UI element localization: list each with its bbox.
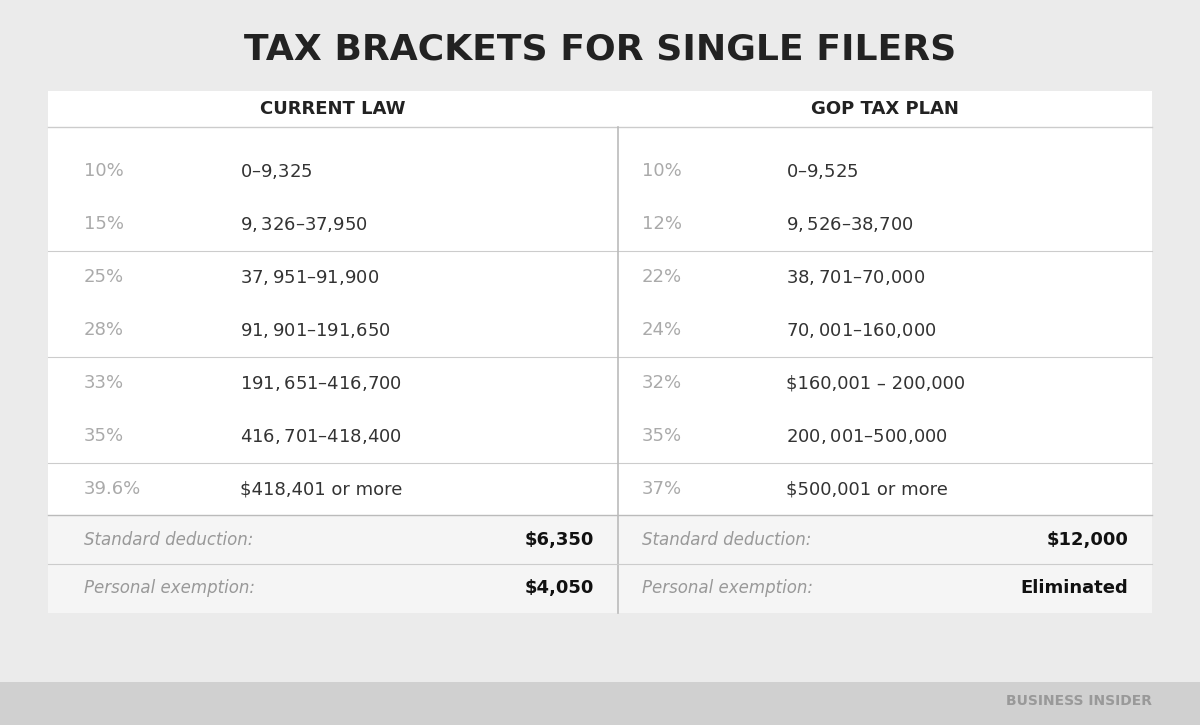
FancyBboxPatch shape <box>48 515 1152 613</box>
Text: $200,001 – $500,000: $200,001 – $500,000 <box>786 426 948 446</box>
Text: 12%: 12% <box>642 215 682 233</box>
Text: $418,401 or more: $418,401 or more <box>240 480 402 498</box>
Text: $0 – $9,525: $0 – $9,525 <box>786 162 858 181</box>
Text: $4,050: $4,050 <box>524 579 594 597</box>
Text: $38,701 – $70,000: $38,701 – $70,000 <box>786 268 925 287</box>
Text: 10%: 10% <box>84 162 124 181</box>
Text: 15%: 15% <box>84 215 124 233</box>
Text: $37,951 – $91,900: $37,951 – $91,900 <box>240 268 379 287</box>
Text: $12,000: $12,000 <box>1046 531 1128 549</box>
Text: 22%: 22% <box>642 268 682 286</box>
Text: $91,901 – $191,650: $91,901 – $191,650 <box>240 320 390 340</box>
Text: Standard deduction:: Standard deduction: <box>84 531 253 549</box>
Text: $6,350: $6,350 <box>524 531 594 549</box>
Text: TAX BRACKETS FOR SINGLE FILERS: TAX BRACKETS FOR SINGLE FILERS <box>244 33 956 67</box>
Text: 39.6%: 39.6% <box>84 480 142 498</box>
Text: 25%: 25% <box>84 268 124 286</box>
Text: 35%: 35% <box>84 427 124 445</box>
Text: $9,526 – $38,700: $9,526 – $38,700 <box>786 215 913 234</box>
Text: GOP TAX PLAN: GOP TAX PLAN <box>811 100 959 117</box>
Text: 37%: 37% <box>642 480 682 498</box>
Text: Personal exemption:: Personal exemption: <box>642 579 814 597</box>
Text: 28%: 28% <box>84 321 124 339</box>
Text: $191,651 – $416,700: $191,651 – $416,700 <box>240 373 402 393</box>
Text: 33%: 33% <box>84 374 124 392</box>
Text: $416,701 – $418,400: $416,701 – $418,400 <box>240 426 402 446</box>
Text: BUSINESS INSIDER: BUSINESS INSIDER <box>1006 694 1152 708</box>
FancyBboxPatch shape <box>48 91 1152 613</box>
Text: $70,001 – $160,000: $70,001 – $160,000 <box>786 320 936 340</box>
Text: $0 – $9,325: $0 – $9,325 <box>240 162 312 181</box>
Text: Personal exemption:: Personal exemption: <box>84 579 256 597</box>
Text: CURRENT LAW: CURRENT LAW <box>260 100 406 117</box>
Text: Eliminated: Eliminated <box>1020 579 1128 597</box>
Text: $160,001 – 200,000: $160,001 – 200,000 <box>786 374 965 392</box>
Text: $500,001 or more: $500,001 or more <box>786 480 948 498</box>
FancyBboxPatch shape <box>0 682 1200 725</box>
Text: 10%: 10% <box>642 162 682 181</box>
Text: Standard deduction:: Standard deduction: <box>642 531 811 549</box>
Text: 35%: 35% <box>642 427 682 445</box>
Text: 32%: 32% <box>642 374 682 392</box>
Text: 24%: 24% <box>642 321 682 339</box>
Text: $9,326 – $37,950: $9,326 – $37,950 <box>240 215 367 234</box>
